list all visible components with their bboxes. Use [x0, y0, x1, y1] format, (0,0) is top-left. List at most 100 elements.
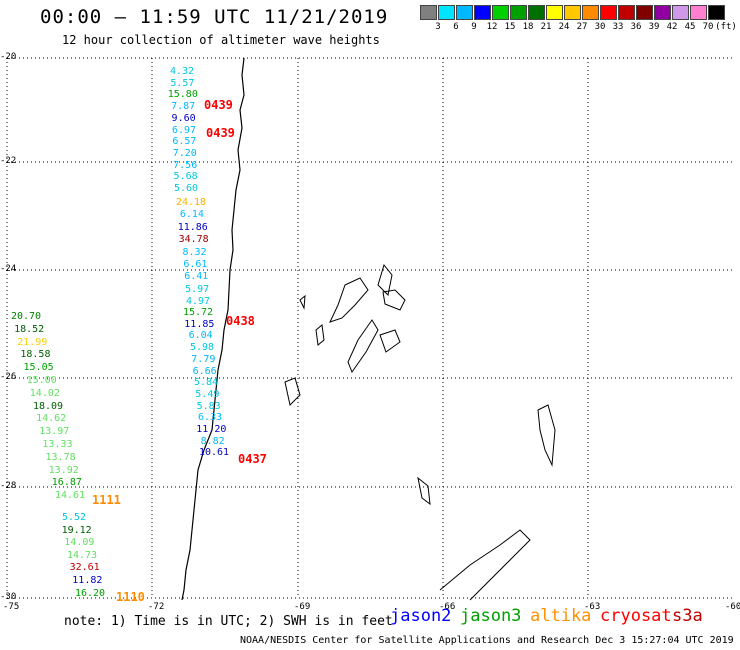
- scale-swatch: [600, 5, 617, 20]
- wave-height-value: 4.32: [169, 66, 195, 77]
- wave-height-value: 32.61: [69, 562, 100, 574]
- scale-label: 39: [648, 22, 660, 32]
- island-1: [329, 277, 369, 323]
- legend-entry-altika: altika: [530, 606, 592, 626]
- wave-height-value: 10.61: [198, 447, 230, 459]
- wave-height-value: 15.00: [26, 375, 57, 386]
- scale-label: 33: [612, 22, 624, 32]
- pass-time-label: 0438: [226, 314, 255, 328]
- scale-swatch: [654, 5, 671, 20]
- lat-tick-label: -22: [0, 156, 17, 166]
- wave-height-value: 7.20: [172, 147, 197, 159]
- wave-height-value: 13.78: [45, 451, 76, 463]
- lon-tick-label: -75: [3, 602, 20, 612]
- lon-tick-label: -69: [294, 602, 311, 612]
- wave-height-value: 15.80: [167, 89, 198, 101]
- scale-label: 42: [666, 22, 678, 32]
- wave-height-value: 7.79: [191, 353, 216, 365]
- island-11: [439, 529, 531, 601]
- scale-label: 9: [471, 22, 477, 32]
- wave-height-value: 6.97: [171, 124, 197, 136]
- wave-height-value: 21.99: [17, 336, 48, 348]
- wave-height-value: 6.04: [188, 330, 213, 342]
- scale-swatch: [546, 5, 563, 20]
- wave-height-value: 13.97: [39, 426, 70, 438]
- wave-height-value: 11.82: [72, 575, 103, 586]
- scale-label: 18: [522, 22, 534, 32]
- wave-height-value: 15.05: [23, 362, 54, 374]
- lat-tick-label: -26: [0, 372, 17, 382]
- scale-swatch: [636, 5, 653, 20]
- wave-height-value: 6.33: [197, 412, 223, 424]
- wave-height-value: 5.60: [173, 183, 199, 194]
- map-title: 00:00 – 11:59 UTC 11/21/2019: [40, 6, 389, 28]
- scale-swatch: [492, 5, 509, 20]
- wave-height-value: 7.87: [171, 101, 196, 113]
- scale-swatch: [528, 5, 545, 20]
- scale-label: 12: [486, 22, 498, 32]
- credit-line: NOAA/NESDIS Center for Satellite Applica…: [240, 635, 734, 646]
- island-8: [315, 324, 325, 346]
- wave-height-value: 8.32: [182, 246, 207, 258]
- wave-height-value: 5.57: [170, 77, 195, 89]
- pass-time-label: 0437: [238, 452, 267, 466]
- island-10: [417, 476, 431, 506]
- island-9: [537, 404, 556, 467]
- scale-label: 24: [558, 22, 570, 32]
- scale-label: 45: [684, 22, 696, 32]
- wave-height-value: 18.09: [32, 400, 64, 412]
- wave-height-value: 11.20: [196, 424, 227, 435]
- wave-height-value: 5.49: [195, 388, 220, 400]
- wave-height-value: 7.56: [173, 159, 198, 171]
- lat-tick-label: -20: [0, 52, 17, 62]
- wave-height-value: 13.33: [42, 439, 73, 450]
- pass-time-label: 1111: [92, 493, 121, 507]
- island-5: [379, 329, 401, 353]
- pass-time-label: 0439: [204, 98, 233, 112]
- scale-label: 70: [702, 22, 714, 32]
- lon-tick-label: -63: [584, 602, 601, 612]
- wave-height-value: 16.87: [51, 477, 82, 489]
- island-7: [299, 294, 306, 310]
- wave-height-value: 5.68: [173, 171, 198, 183]
- wave-height-value: 5.83: [196, 400, 221, 412]
- scale-swatch: [582, 5, 599, 20]
- scale-swatch: [456, 5, 473, 20]
- wave-height-value: 11.85: [184, 318, 215, 330]
- wave-height-value: 18.58: [20, 349, 51, 361]
- wave-height-value: 24.18: [175, 197, 207, 208]
- lat-tick-label: -24: [0, 264, 17, 274]
- scale-swatch: [672, 5, 689, 20]
- wave-height-value: 14.73: [66, 549, 98, 561]
- wave-height-value: 14.02: [29, 387, 60, 399]
- island-3: [382, 289, 406, 311]
- wave-height-value: 14.09: [64, 537, 95, 549]
- wave-height-value: 11.86: [177, 221, 208, 233]
- scale-label: 3: [435, 22, 441, 32]
- scale-swatch: [690, 5, 707, 20]
- scale-swatch: [474, 5, 491, 20]
- scale-swatch: [438, 5, 455, 20]
- scale-swatch: [420, 5, 437, 20]
- wave-height-value: 20.70: [10, 311, 42, 322]
- lon-tick-label: -66: [439, 602, 456, 612]
- scale-swatch: [564, 5, 581, 20]
- scale-label: 30: [594, 22, 606, 32]
- lon-tick-label: -60: [725, 602, 740, 612]
- wave-height-value: 34.78: [178, 234, 209, 246]
- wave-height-value: 18.52: [14, 323, 45, 335]
- lat-lon-grid: [6, 57, 733, 599]
- wave-height-value: 6.61: [183, 259, 208, 270]
- footnote: note: 1) Time is in UTC; 2) SWH is in fe…: [64, 614, 393, 629]
- lat-tick-label: -28: [0, 481, 17, 491]
- scale-label: 27: [576, 22, 588, 32]
- wave-height-value: 8.82: [200, 435, 225, 447]
- wave-height-value: 19.12: [61, 524, 92, 536]
- color-scale-labels: 3 6 9 12 15 18 21 24 27 30 33 36 39 42 45 70 (ft): [420, 22, 740, 34]
- island-6: [284, 377, 301, 407]
- wave-height-value: 4.97: [185, 296, 211, 308]
- scale-label: (ft): [715, 22, 737, 32]
- wave-height-value: 6.41: [184, 271, 209, 283]
- scale-swatch: [618, 5, 635, 20]
